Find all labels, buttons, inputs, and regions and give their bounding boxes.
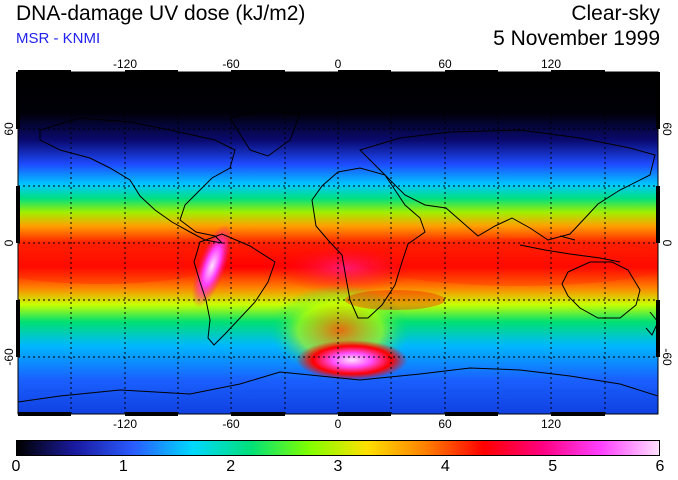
lat-tick-label: 60 <box>660 122 674 136</box>
lat-tick-label: -60 <box>2 348 16 366</box>
source-label: MSR - KNMI <box>16 30 101 47</box>
lon-tick-label: -60 <box>222 57 240 71</box>
lon-tick-label: 120 <box>541 57 561 71</box>
lat-tick-label: 0 <box>660 240 674 247</box>
map-title: DNA-damage UV dose (kJ/m2) <box>16 2 306 25</box>
indonesia-coast <box>519 235 621 263</box>
colorbar-tick-label: 3 <box>333 458 343 475</box>
coastlines <box>18 109 658 403</box>
colorbar-tick-label: 6 <box>655 458 665 475</box>
lat-tick-label: 0 <box>2 239 16 246</box>
south-america-coast <box>193 233 276 346</box>
graticule <box>18 72 658 414</box>
colorbar <box>16 440 660 456</box>
lat-labels-right: 60 0 -60 <box>660 122 674 366</box>
lat-tick-label: 60 <box>2 122 16 136</box>
lon-tick-label: 0 <box>335 57 342 71</box>
new-zealand-coast <box>645 311 658 336</box>
colorbar-tick-label: 4 <box>440 458 450 475</box>
lon-tick-label: -60 <box>222 417 240 431</box>
north-america-coast <box>39 117 236 244</box>
lon-tick-label: -120 <box>113 57 137 71</box>
antarctica-coast <box>18 367 658 403</box>
date-label: 5 November 1999 <box>493 27 660 50</box>
lat-tick-label: -60 <box>660 348 674 366</box>
australia-coast <box>561 261 641 319</box>
lon-tick-label: -120 <box>113 417 137 431</box>
greenland-coast <box>229 109 301 157</box>
europe-africa-coast <box>311 167 426 319</box>
lon-tick-label: 60 <box>438 57 452 71</box>
lon-tick-label: 60 <box>438 417 452 431</box>
map-frame <box>16 70 660 416</box>
lon-labels-bottom: -120 -60 0 60 120 <box>113 417 561 431</box>
lon-tick-label: 120 <box>541 417 561 431</box>
colorbar-tick-label: 2 <box>226 458 236 475</box>
colorbar-tick-label: 1 <box>118 458 128 475</box>
colorbar-tick-label: 0 <box>11 458 21 475</box>
lon-labels-top: -120 -60 0 60 120 <box>113 57 561 71</box>
asia-coast <box>359 129 656 241</box>
colorbar-tick-label: 5 <box>548 458 558 475</box>
lon-tick-label: 0 <box>335 417 342 431</box>
sky-condition-label: Clear-sky <box>571 2 660 25</box>
lat-labels-left: 60 0 -60 <box>2 122 16 366</box>
